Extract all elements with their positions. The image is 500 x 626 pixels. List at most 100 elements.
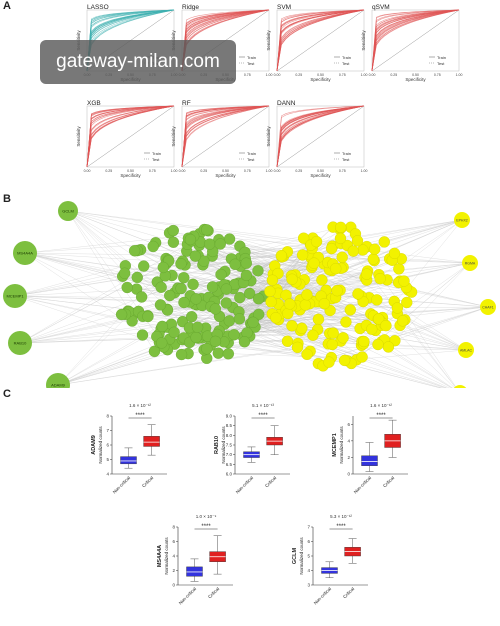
significance-stars: **** — [258, 413, 268, 419]
network-node-green — [175, 258, 187, 270]
x-tick-label: 0.00 — [84, 169, 91, 173]
network-node-green — [168, 326, 180, 338]
roc-curve — [181, 9, 270, 72]
x-tick-label: Critical — [342, 586, 355, 599]
roc-title: XGB — [87, 100, 101, 107]
network-node-green — [135, 291, 148, 303]
network-node-yellow — [382, 341, 395, 353]
network-node-green — [252, 265, 264, 277]
network-node-yellow — [388, 247, 401, 259]
network-node-yellow — [275, 250, 287, 262]
network-node-green — [138, 260, 150, 272]
network-node-green — [214, 238, 226, 250]
network-node-yellow — [336, 251, 348, 263]
roc-curve — [276, 105, 365, 168]
network-node-yellow — [325, 242, 338, 255]
network-hub-green — [46, 373, 70, 388]
x-tick-label: 0.00 — [179, 169, 186, 173]
boxplot-ms4a4a: 0 2 4 6 8 MS4A4A Normalized counts Non-critical… — [148, 513, 248, 618]
x-tick-label: Critical — [141, 475, 154, 488]
roc-curve — [86, 105, 175, 168]
network-node-yellow — [380, 319, 392, 332]
network-node-green — [157, 261, 169, 274]
hub-label: CHAF1 — [482, 305, 494, 309]
legend-test: Test — [247, 157, 255, 162]
network-node-green — [201, 224, 213, 236]
network-node-green — [252, 293, 265, 305]
x-tick-label: Critical — [264, 475, 277, 488]
roc-curve — [371, 9, 460, 72]
y-axis-label: Normalized counts — [339, 426, 344, 464]
network-node-green — [167, 236, 180, 248]
roc-panel-qsvm: Train Test 0.00 0.25 0.50 0.75 1.00 Specificity… — [360, 4, 480, 97]
network-node-green — [247, 316, 259, 328]
x-tick-label: 0.75 — [149, 169, 156, 173]
roc-curve — [181, 9, 270, 72]
network-hub-yellow — [458, 342, 474, 358]
y-tick-label: 0 — [172, 583, 175, 588]
network-node-green — [240, 257, 252, 269]
roc-curve — [276, 9, 365, 72]
roc-curve — [181, 105, 270, 168]
legend-test: Test — [152, 157, 160, 162]
legend-test: Test — [247, 61, 255, 66]
network-node-yellow — [330, 263, 342, 275]
legend-test: Test — [437, 61, 445, 66]
network-node-yellow — [340, 316, 352, 328]
hub-label: MCEMP1 — [6, 294, 24, 299]
x-tick-label: 0.50 — [222, 169, 229, 173]
y-tick-label: 3 — [307, 583, 310, 588]
network-node-yellow — [323, 356, 335, 368]
network-node-green — [115, 308, 128, 321]
network-hub-yellow — [453, 385, 467, 388]
x-tick-label: Non-critical — [112, 475, 131, 494]
network-node-green — [178, 272, 190, 284]
x-tick-label: Non-critical — [178, 586, 197, 605]
network-node-green — [155, 281, 167, 293]
y-tick-label: 4 — [172, 554, 175, 559]
legend-train: Train — [247, 55, 256, 60]
network-node-green — [212, 347, 224, 359]
hub-label: RGMA — [465, 261, 476, 265]
network-node-yellow — [284, 298, 296, 310]
x-tick-label: 0.00 — [274, 169, 281, 173]
network-node-yellow — [301, 289, 313, 301]
network-node-green — [164, 289, 176, 302]
panel-label-b: B — [3, 193, 11, 205]
roc-title: qSVM — [372, 4, 390, 11]
boxplot-gclm: 3 4 5 6 7 GCLM Normalized counts Non-critical Cr… — [283, 513, 383, 618]
x-tick-label: 0.50 — [412, 73, 419, 77]
y-axis-label: Normalized counts — [299, 537, 304, 575]
roc-curve — [86, 9, 175, 72]
network-node-yellow — [334, 232, 347, 245]
network-node-green — [190, 331, 202, 344]
roc-curve — [371, 9, 460, 72]
x-tick-label: 1.00 — [361, 73, 368, 77]
x-tick-label: Critical — [207, 586, 220, 599]
x-tick-label: 0.00 — [369, 73, 376, 77]
x-axis-label: Specificity — [120, 173, 141, 178]
hub-label: GCLM — [62, 209, 74, 214]
significance-stars: **** — [336, 524, 346, 530]
network-node-yellow — [347, 245, 359, 257]
network-node-green — [118, 267, 131, 279]
x-tick-label: 0.75 — [339, 169, 346, 173]
y-axis-label: Sensitivity — [76, 126, 81, 147]
y-axis-label: Sensitivity — [266, 126, 271, 147]
y-tick-label: 5 — [307, 554, 310, 559]
x-tick-label: 0.50 — [127, 169, 134, 173]
network-node-yellow — [351, 235, 364, 247]
roc-curve — [86, 9, 175, 72]
hub-label: ADAM9 — [51, 383, 66, 388]
network-node-green — [215, 268, 227, 281]
x-axis-label: Specificity — [310, 77, 331, 82]
roc-curve — [86, 9, 175, 72]
roc-curve — [86, 105, 175, 168]
y-tick-label: 7 — [307, 525, 310, 530]
panel-label-c: C — [3, 388, 11, 400]
y-tick-label: 6 — [172, 539, 175, 544]
network-node-yellow — [331, 285, 343, 297]
x-tick-label: 0.50 — [317, 169, 324, 173]
